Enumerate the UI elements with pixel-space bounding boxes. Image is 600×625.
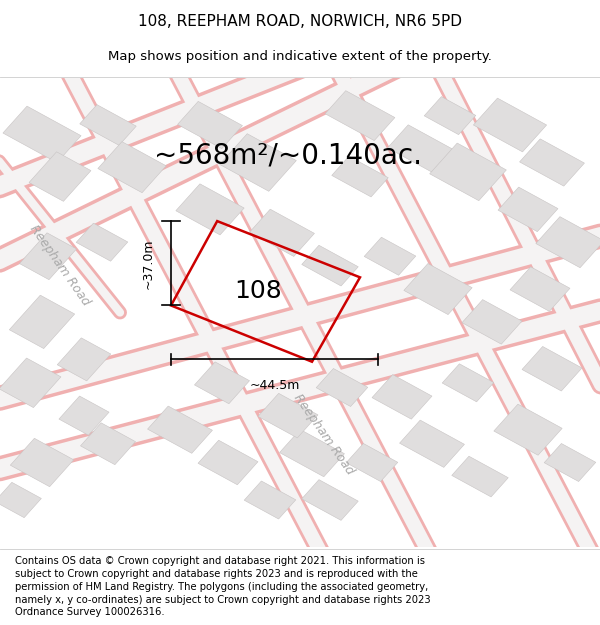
Text: Contains OS data © Crown copyright and database right 2021. This information is
: Contains OS data © Crown copyright and d… [15,556,431,618]
Polygon shape [522,346,582,391]
Polygon shape [29,152,91,201]
Text: Reepham Road: Reepham Road [28,223,92,308]
Polygon shape [194,362,250,404]
Polygon shape [316,369,368,406]
Polygon shape [388,125,452,172]
Polygon shape [302,245,358,286]
Polygon shape [148,406,212,453]
Polygon shape [250,209,314,256]
Polygon shape [364,238,416,275]
Polygon shape [510,267,570,311]
Polygon shape [0,358,61,408]
Polygon shape [3,106,81,162]
Polygon shape [59,396,109,435]
Polygon shape [98,142,166,192]
Polygon shape [404,264,472,314]
Polygon shape [57,338,111,381]
Polygon shape [430,143,506,201]
Polygon shape [176,184,244,235]
Polygon shape [244,481,296,519]
Polygon shape [536,217,600,268]
Polygon shape [76,223,128,261]
Text: ~44.5m: ~44.5m [250,379,299,392]
Polygon shape [544,444,596,481]
Polygon shape [80,104,136,146]
Polygon shape [10,295,74,349]
Polygon shape [198,440,258,485]
Polygon shape [280,429,344,477]
Text: Map shows position and indicative extent of the property.: Map shows position and indicative extent… [108,50,492,62]
Polygon shape [452,456,508,497]
Polygon shape [178,101,242,149]
Text: 108, REEPHAM ROAD, NORWICH, NR6 5PD: 108, REEPHAM ROAD, NORWICH, NR6 5PD [138,14,462,29]
Text: ~37.0m: ~37.0m [142,238,155,289]
Polygon shape [332,156,388,197]
Text: Reepham Road: Reepham Road [292,392,356,477]
Polygon shape [325,91,395,141]
Polygon shape [302,479,358,521]
Polygon shape [258,393,318,438]
Polygon shape [372,374,432,419]
Polygon shape [494,404,562,455]
Polygon shape [346,444,398,481]
Polygon shape [424,97,476,134]
Polygon shape [0,482,41,518]
Polygon shape [442,364,494,402]
Polygon shape [19,233,77,279]
Polygon shape [400,420,464,468]
Text: ~568m²/~0.140ac.: ~568m²/~0.140ac. [154,141,422,169]
Polygon shape [10,438,74,487]
Text: 108: 108 [234,279,282,303]
Polygon shape [462,299,522,344]
Polygon shape [520,139,584,186]
Polygon shape [80,423,136,464]
Polygon shape [473,98,547,152]
Polygon shape [220,134,296,191]
Polygon shape [498,187,558,232]
